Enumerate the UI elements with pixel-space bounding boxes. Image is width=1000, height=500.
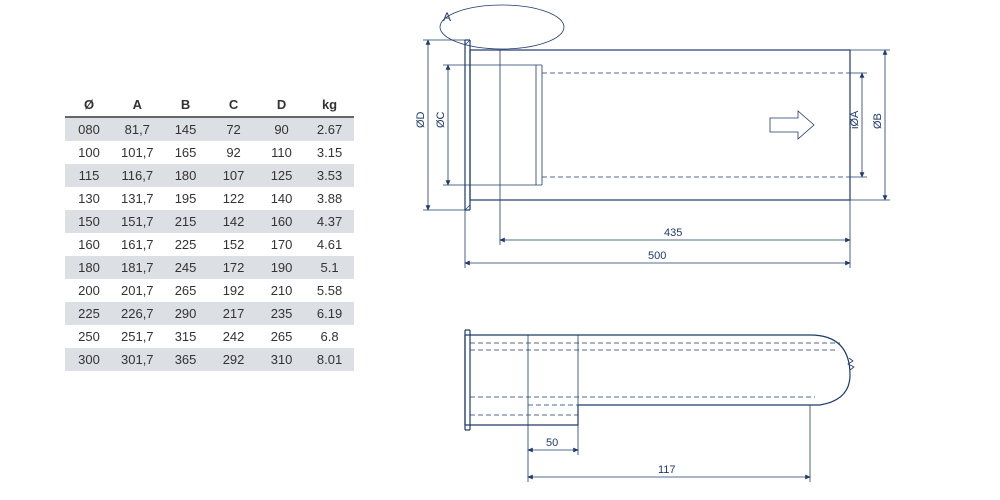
table-header: C	[210, 93, 258, 117]
table-cell: 152	[210, 233, 258, 256]
table-row: 180181,72451721905.1	[65, 256, 354, 279]
table-row: 130131,71951221403.88	[65, 187, 354, 210]
section-view: 50 117	[465, 330, 854, 482]
table-cell: 170	[258, 233, 306, 256]
table-header: D	[258, 93, 306, 117]
table-cell: 6.19	[306, 302, 354, 325]
dim-50: 50	[546, 437, 558, 449]
table-cell: 251,7	[113, 325, 162, 348]
table-cell: 5.1	[306, 256, 354, 279]
table-cell: 116,7	[113, 164, 162, 187]
table-cell: 3.15	[306, 141, 354, 164]
table-row: 150151,72151421604.37	[65, 210, 354, 233]
table-cell: 107	[210, 164, 258, 187]
table-cell: 250	[65, 325, 113, 348]
table-row: 200201,72651922105.58	[65, 279, 354, 302]
table-cell: 150	[65, 210, 113, 233]
table-cell: 225	[65, 302, 113, 325]
table-cell: 080	[65, 117, 113, 141]
table-row: 100101,7165921103.15	[65, 141, 354, 164]
table-cell: 145	[162, 117, 210, 141]
table-cell: 5.58	[306, 279, 354, 302]
table-cell: 110	[258, 141, 306, 164]
table-cell: 72	[210, 117, 258, 141]
table-header: kg	[306, 93, 354, 117]
table-cell: 217	[210, 302, 258, 325]
table-row: 300301,73652923108.01	[65, 348, 354, 371]
table-cell: 130	[65, 187, 113, 210]
dim-iphiA: iØA	[849, 110, 861, 129]
table-cell: 140	[258, 187, 306, 210]
table-cell: 101,7	[113, 141, 162, 164]
table-cell: 315	[162, 325, 210, 348]
table-row: 225226,72902172356.19	[65, 302, 354, 325]
table-cell: 265	[258, 325, 306, 348]
table-cell: 8.01	[306, 348, 354, 371]
table-cell: 226,7	[113, 302, 162, 325]
table-cell: 161,7	[113, 233, 162, 256]
top-outer-body	[470, 50, 850, 200]
table-cell: 142	[210, 210, 258, 233]
table-header: Ø	[65, 93, 113, 117]
table-cell: 100	[65, 141, 113, 164]
dim-phiD: ØD	[415, 111, 427, 128]
table-cell: 310	[258, 348, 306, 371]
table-cell: 290	[162, 302, 210, 325]
table-cell: 180	[162, 164, 210, 187]
table-cell: 4.37	[306, 210, 354, 233]
table-cell: 151,7	[113, 210, 162, 233]
table-cell: 215	[162, 210, 210, 233]
table-cell: 6.8	[306, 325, 354, 348]
table-cell: 190	[258, 256, 306, 279]
flow-arrow-icon	[770, 111, 814, 139]
table-cell: 3.53	[306, 164, 354, 187]
dim-500: 500	[648, 250, 666, 262]
table-cell: 180	[65, 256, 113, 279]
table-cell: 122	[210, 187, 258, 210]
detail-label: A	[443, 10, 451, 24]
table-cell: 81,7	[113, 117, 162, 141]
table-row: 160161,72251521704.61	[65, 233, 354, 256]
technical-drawing: A	[410, 5, 990, 495]
table-cell: 4.61	[306, 233, 354, 256]
table-row: 250251,73152422656.8	[65, 325, 354, 348]
table-cell: 301,7	[113, 348, 162, 371]
table-cell: 192	[210, 279, 258, 302]
table-cell: 365	[162, 348, 210, 371]
dim-435: 435	[664, 227, 682, 239]
table-cell: 292	[210, 348, 258, 371]
table-cell: 125	[258, 164, 306, 187]
table-cell: 300	[65, 348, 113, 371]
dimensions-table: ØABCDkg 08081,714572902.67100101,7165921…	[65, 93, 354, 371]
table-cell: 2.67	[306, 117, 354, 141]
table-cell: 225	[162, 233, 210, 256]
table-cell: 3.88	[306, 187, 354, 210]
table-cell: 195	[162, 187, 210, 210]
dim-phiB: ØB	[872, 113, 884, 129]
table-cell: 200	[65, 279, 113, 302]
table-cell: 242	[210, 325, 258, 348]
table-cell: 265	[162, 279, 210, 302]
table-header: A	[113, 93, 162, 117]
table-cell: 181,7	[113, 256, 162, 279]
table-row: 115116,71801071253.53	[65, 164, 354, 187]
table-cell: 115	[65, 164, 113, 187]
table-cell: 172	[210, 256, 258, 279]
table-cell: 235	[258, 302, 306, 325]
table-cell: 92	[210, 141, 258, 164]
table-cell: 201,7	[113, 279, 162, 302]
table-header: B	[162, 93, 210, 117]
table-cell: 160	[65, 233, 113, 256]
table-cell: 165	[162, 141, 210, 164]
table-cell: 160	[258, 210, 306, 233]
dim-117: 117	[658, 464, 676, 476]
dim-phiC: ØC	[435, 111, 447, 128]
table-cell: 90	[258, 117, 306, 141]
table-cell: 210	[258, 279, 306, 302]
table-row: 08081,714572902.67	[65, 117, 354, 141]
table-cell: 245	[162, 256, 210, 279]
detail-callout-ellipse	[440, 5, 564, 49]
table-cell: 131,7	[113, 187, 162, 210]
